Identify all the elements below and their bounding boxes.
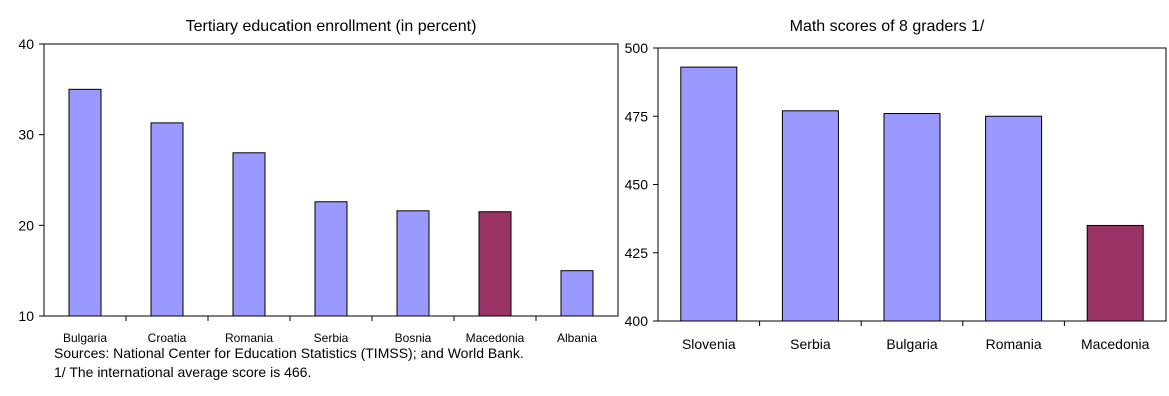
x-category-label: Bosnia <box>395 331 432 345</box>
x-category-label: Bulgaria <box>886 336 938 352</box>
y-tick-label: 475 <box>625 108 649 124</box>
x-category-label: Croatia <box>148 331 187 345</box>
y-tick-label: 450 <box>625 177 649 193</box>
x-category-label: Serbia <box>790 336 831 352</box>
bar-bulgaria <box>883 113 941 322</box>
sources-note: Sources: National Center for Education S… <box>54 345 524 361</box>
x-category-label: Macedonia <box>1081 336 1150 352</box>
bar-serbia <box>781 110 839 322</box>
bar-serbia <box>314 201 348 317</box>
x-category-label: Serbia <box>314 331 349 345</box>
x-category-label: Romania <box>986 336 1042 352</box>
x-category-label: Bulgaria <box>63 331 107 345</box>
bar-albania <box>560 270 594 317</box>
y-tick-label: 425 <box>625 245 649 261</box>
chart2-title: Math scores of 8 graders 1/ <box>790 18 985 35</box>
y-tick-label: 40 <box>18 36 34 52</box>
x-category-label: Macedonia <box>466 331 525 345</box>
bar-bosnia <box>396 210 430 317</box>
y-tick-label: 400 <box>625 313 649 329</box>
math-scores-chart: Math scores of 8 graders 1/ 400 425 450 475… <box>625 18 1167 352</box>
x-category-label: Slovenia <box>682 336 736 352</box>
y-tick-label: 30 <box>18 127 34 143</box>
bar-slovenia <box>680 66 738 322</box>
tertiary-enrollment-chart: Tertiary education enrollment (in percen… <box>18 18 619 345</box>
bar-bulgaria <box>68 88 102 317</box>
y-tick-label: 500 <box>625 40 649 56</box>
bar-romania <box>985 115 1043 322</box>
bar-macedonia <box>1086 224 1144 322</box>
y-tick-label: 10 <box>18 308 34 324</box>
bar-romania <box>232 152 266 317</box>
x-category-label: Romania <box>225 331 273 345</box>
chart1-title: Tertiary education enrollment (in percen… <box>186 18 477 35</box>
bar-macedonia <box>478 211 512 317</box>
bar-croatia <box>150 122 184 317</box>
x-category-label: Albania <box>557 331 597 345</box>
y-tick-label: 20 <box>18 217 34 233</box>
footnote: 1/ The international average score is 46… <box>54 364 312 380</box>
